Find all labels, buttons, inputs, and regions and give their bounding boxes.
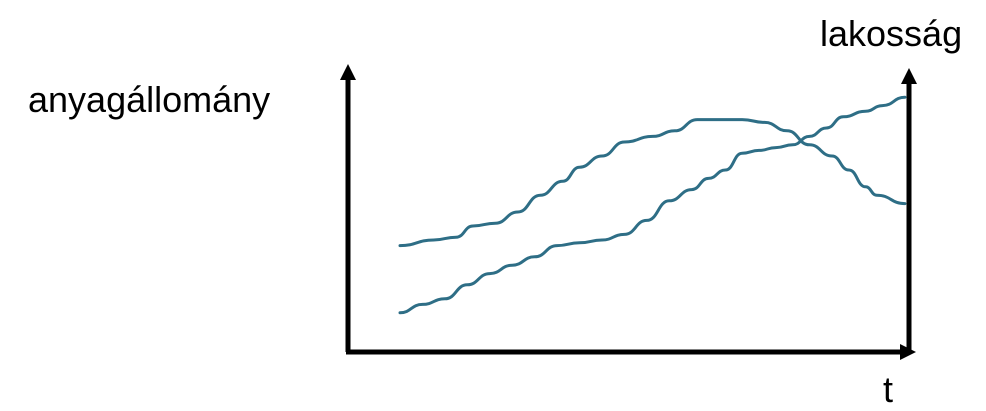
series-line-left-axis	[398, 118, 907, 248]
y-axis-left-label: anyagállomány	[28, 79, 271, 120]
series-group	[398, 95, 907, 315]
x-axis-label: t	[883, 369, 894, 410]
y-axis-right-label: lakosság	[820, 13, 963, 54]
series-line-right-axis	[398, 95, 907, 315]
